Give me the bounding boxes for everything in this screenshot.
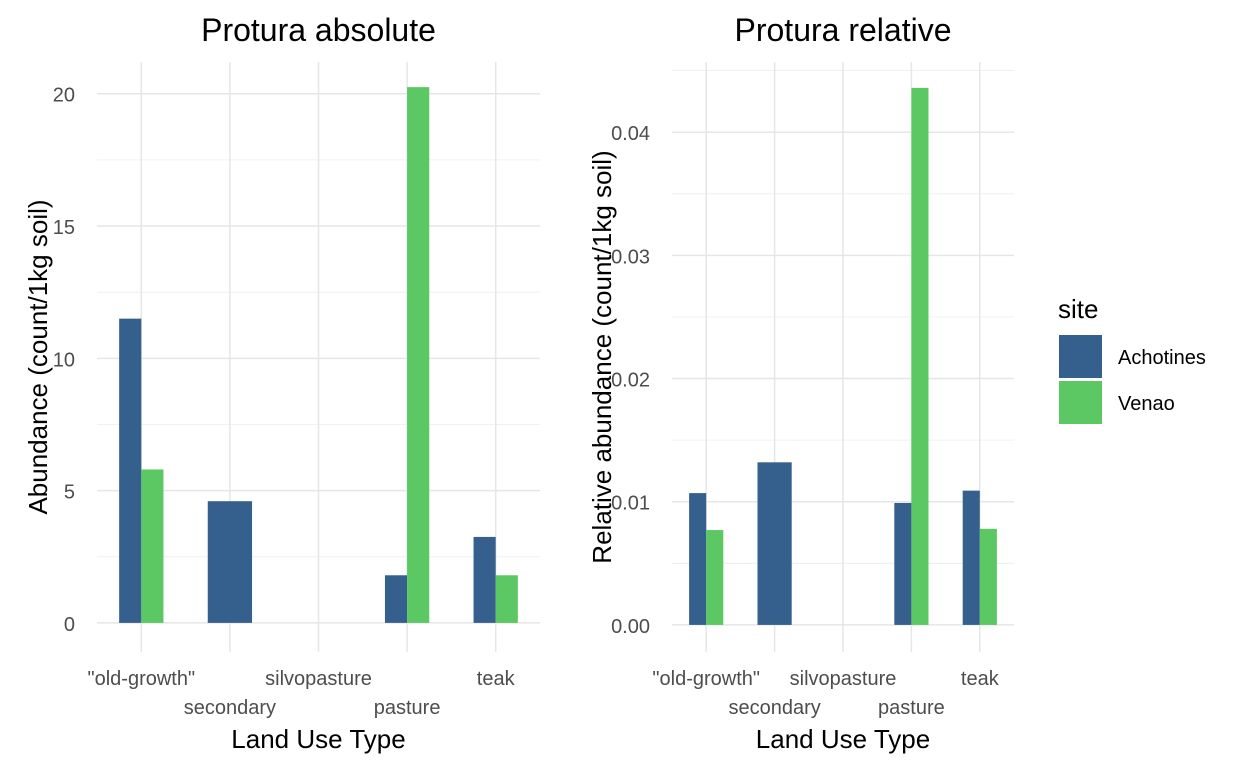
x-axis-label: Land Use Type	[231, 724, 405, 754]
y-tick-label: 0.00	[611, 616, 650, 638]
bar-venao	[979, 528, 997, 625]
bar-achotines	[119, 318, 142, 623]
y-axis-label: Relative abundance (count/1kg soil)	[587, 150, 617, 563]
chart-title: Protura absolute	[201, 12, 436, 48]
x-tick-label: secondary	[184, 697, 276, 719]
bar-achotines	[207, 501, 253, 623]
y-tick-label: 0.02	[611, 370, 650, 392]
legend-label-achotines: Achotines	[1118, 347, 1206, 369]
legend-label-venao: Venao	[1118, 393, 1175, 415]
bar-achotines	[962, 490, 980, 625]
y-tick-label: 10	[53, 349, 75, 371]
x-tick-label: pasture	[878, 697, 945, 719]
x-tick-label: silvopasture	[265, 668, 372, 690]
bar-achotines	[757, 462, 792, 625]
x-tick-label: teak	[961, 668, 1000, 690]
x-tick-label: teak	[477, 668, 516, 690]
x-tick-label: pasture	[374, 697, 441, 719]
bar-venao	[706, 530, 724, 625]
bar-venao	[911, 87, 929, 625]
bar-achotines	[689, 493, 707, 625]
y-tick-label: 0.01	[611, 493, 650, 515]
y-tick-label: 20	[53, 85, 75, 107]
y-tick-label: 0.04	[611, 123, 650, 145]
bar-venao	[141, 469, 164, 623]
x-tick-label: secondary	[728, 697, 820, 719]
y-tick-label: 0	[64, 614, 75, 636]
bar-achotines	[384, 575, 408, 623]
y-tick-label: 15	[53, 217, 75, 239]
bar-achotines	[473, 536, 496, 623]
x-axis-label: Land Use Type	[756, 724, 930, 754]
bar-achotines	[894, 502, 912, 625]
x-tick-label: silvopasture	[790, 668, 897, 690]
bar-venao	[495, 575, 518, 623]
y-tick-label: 5	[64, 482, 75, 504]
legend-swatch-venao	[1059, 381, 1102, 424]
x-tick-label: "old-growth"	[652, 668, 760, 690]
legend-title: site	[1058, 294, 1098, 324]
bar-venao	[407, 87, 430, 623]
y-axis-label: Abundance (count/1kg soil)	[23, 199, 53, 514]
chart-title: Protura relative	[735, 12, 952, 48]
legend-swatch-achotines	[1059, 335, 1102, 378]
x-tick-label: "old-growth"	[88, 668, 196, 690]
y-tick-label: 0.03	[611, 246, 650, 268]
